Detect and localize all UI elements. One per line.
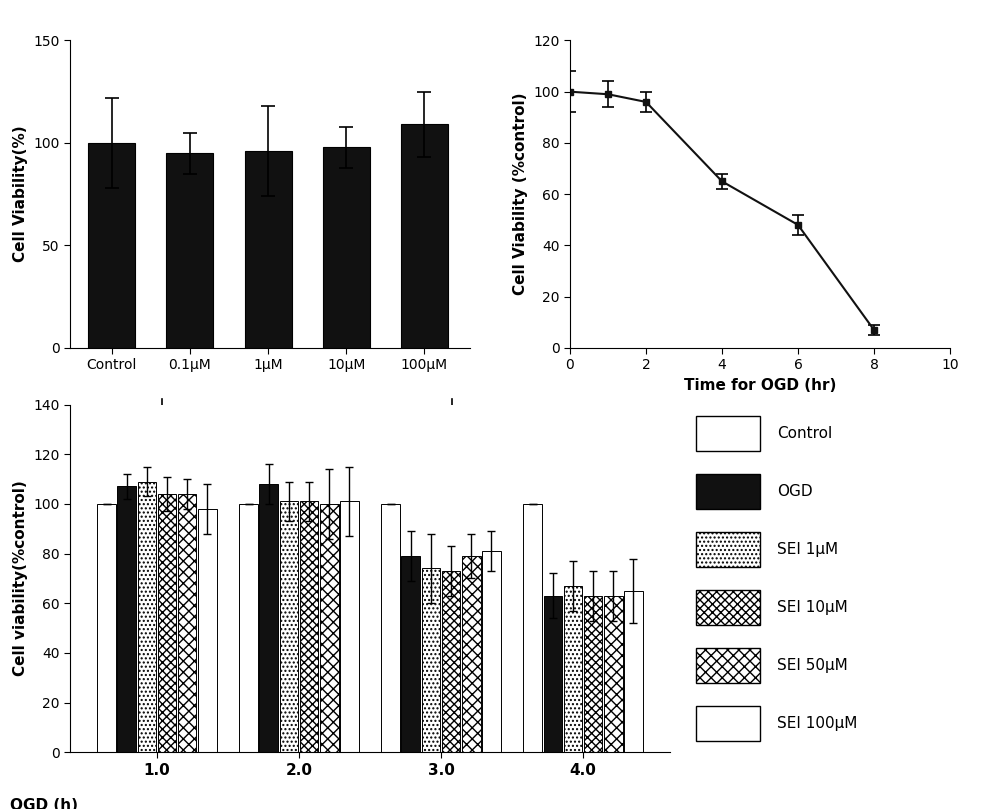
Text: OGD: OGD: [777, 484, 813, 499]
Text: SEI 1μM: SEI 1μM: [777, 542, 838, 557]
Bar: [97, 504, 116, 752]
Bar: [245, 151, 292, 348]
Bar: [320, 504, 339, 752]
Bar: [442, 571, 460, 752]
Bar: [117, 486, 136, 752]
Bar: [696, 648, 760, 683]
Bar: [138, 481, 156, 752]
Bar: [696, 474, 760, 509]
Bar: [564, 586, 582, 752]
Bar: [381, 504, 400, 752]
Bar: [198, 509, 217, 752]
Text: Control: Control: [777, 426, 832, 441]
Bar: [166, 153, 213, 348]
Bar: [158, 494, 176, 752]
Bar: [323, 147, 370, 348]
Bar: [696, 532, 760, 567]
Bar: [523, 504, 542, 752]
Text: SEI: SEI: [291, 426, 323, 444]
Bar: [604, 595, 623, 752]
Bar: [544, 595, 562, 752]
Bar: [696, 416, 760, 451]
Bar: [280, 502, 298, 752]
Bar: [422, 569, 440, 752]
Bar: [88, 143, 135, 348]
Bar: [259, 484, 278, 752]
Bar: [340, 502, 359, 752]
Bar: [401, 556, 420, 752]
Text: SEI 100μM: SEI 100μM: [777, 716, 857, 731]
Bar: [300, 502, 318, 752]
Y-axis label: Cell viability(%control): Cell viability(%control): [13, 481, 28, 676]
Bar: [624, 591, 643, 752]
Text: SEI 10μM: SEI 10μM: [777, 600, 848, 615]
Bar: [584, 595, 602, 752]
Bar: [696, 590, 760, 625]
Y-axis label: Cell Viability (%control): Cell Viability (%control): [513, 93, 528, 295]
Bar: [239, 504, 258, 752]
X-axis label: Time for OGD (hr): Time for OGD (hr): [684, 378, 836, 393]
Bar: [401, 125, 448, 348]
Bar: [482, 551, 501, 752]
Text: OGD (h): OGD (h): [10, 798, 78, 809]
Bar: [462, 556, 481, 752]
Y-axis label: Cell Viability(%): Cell Viability(%): [13, 126, 28, 262]
Bar: [178, 494, 196, 752]
Text: SEI 50μM: SEI 50μM: [777, 658, 848, 673]
Bar: [696, 706, 760, 741]
